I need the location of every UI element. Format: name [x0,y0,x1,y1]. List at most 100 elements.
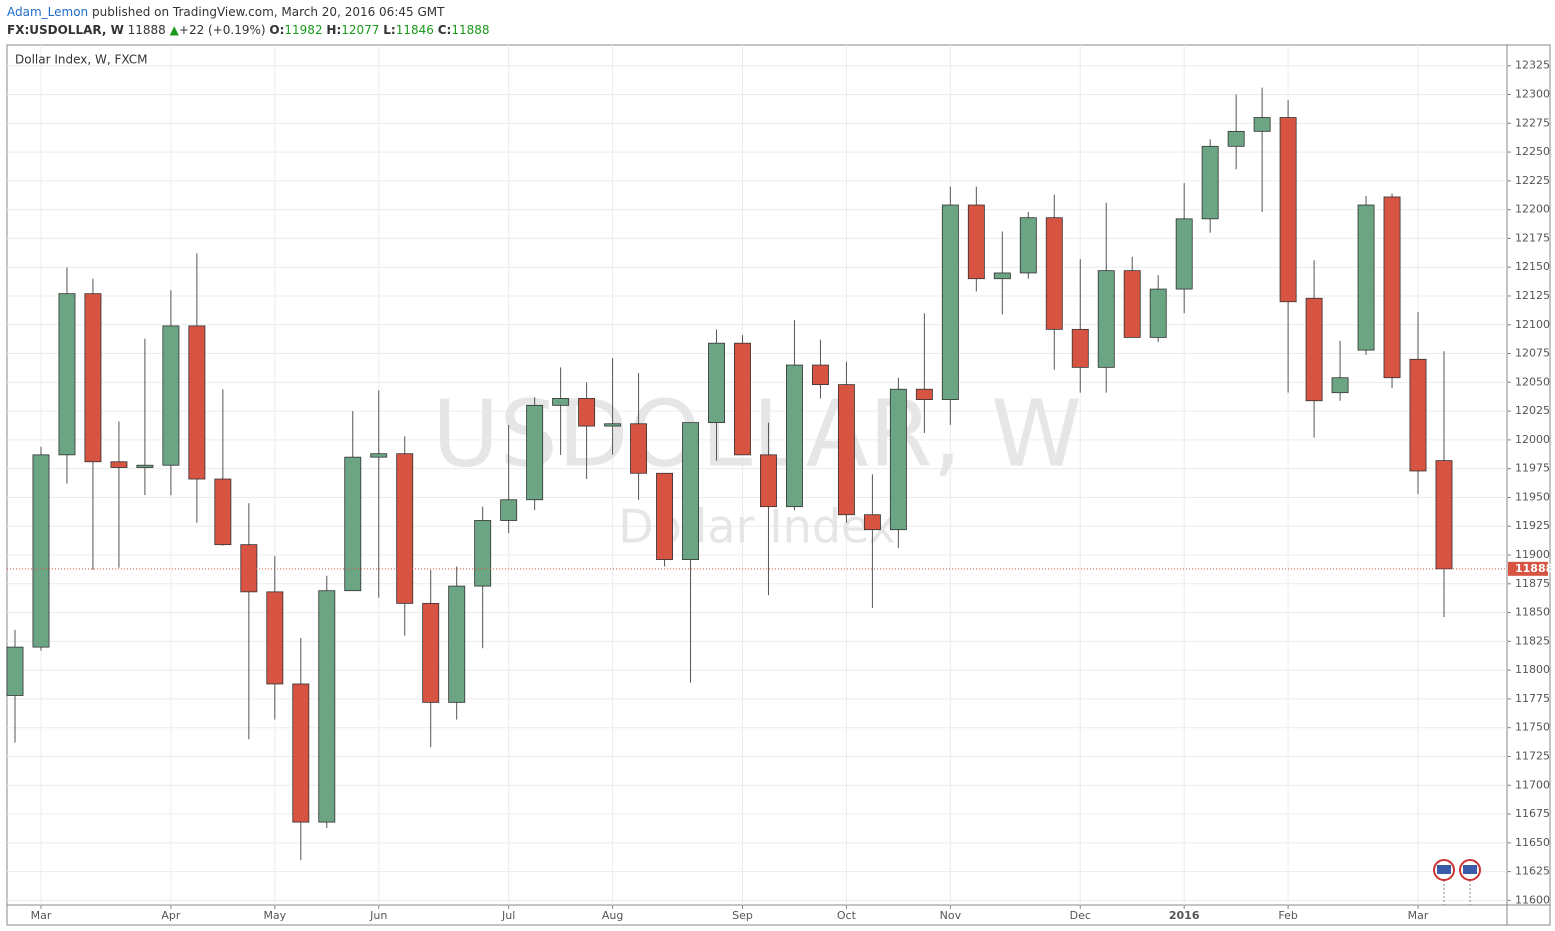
candle-body [448,585,466,703]
y-tick-label: 12275 [1515,116,1550,129]
candle-body [526,404,544,501]
candle-body [837,384,855,516]
candle-body [474,520,492,587]
y-tick-label: 12000 [1515,433,1550,446]
candle-body [1097,270,1115,368]
x-tick-label: Jul [501,909,515,922]
y-tick-label: 11825 [1515,634,1550,647]
h-value: 12077 [341,23,380,37]
candle-body [6,646,24,696]
y-tick-label: 12300 [1515,88,1550,101]
y-tick-label: 11950 [1515,490,1550,503]
candle-body [110,461,128,468]
candle-body [32,454,50,648]
o-label: O: [269,23,285,37]
candle-body [1019,217,1037,274]
flag-field [1437,865,1451,874]
y-tick-label: 12025 [1515,404,1550,417]
y-tick-label: 11975 [1515,462,1550,475]
y-tick-label: 12125 [1515,289,1550,302]
x-tick-label: May [263,909,286,922]
candle-body [1331,377,1349,394]
candle-body [760,454,777,508]
candle-body [1279,117,1297,303]
candle-body [58,293,76,456]
candle-body [500,499,518,521]
y-tick-label: 11775 [1515,692,1550,705]
candle-body [1201,145,1219,220]
candle-body [188,325,206,480]
candle-body [967,204,985,280]
y-tick-label: 11725 [1515,749,1550,762]
symbol: FX:USDOLLAR, W [7,23,124,37]
candle-body [84,293,102,463]
quote-line: FX:USDOLLAR, W 11888 ▲+22 (+0.19%) O:119… [7,21,490,39]
candle-body [1383,196,1401,379]
y-tick-label: 12250 [1515,145,1550,158]
x-tick-label: Feb [1278,909,1297,922]
y-tick-label: 11850 [1515,606,1550,619]
candle-body [786,364,803,508]
y-tick-label: 11675 [1515,807,1550,820]
candle-body [370,453,388,458]
c-label: C: [437,23,452,37]
candle-body [578,398,596,427]
header: Adam_Lemon published on TradingView.com,… [7,3,490,39]
y-tick-label: 12050 [1515,375,1550,388]
x-tick-label: Aug [602,909,623,922]
last-price: 11888 [127,23,166,37]
change: +22 (+0.19%) [178,23,266,37]
l-label: L: [383,23,396,37]
candle-body [1435,460,1453,570]
candle-body [1149,288,1167,338]
x-tick-label: Jun [369,909,387,922]
grid [7,45,1507,905]
x-tick-label: Mar [1408,909,1429,922]
candle-body [292,683,310,823]
y-tick-label: 12175 [1515,231,1550,244]
candle-body [863,514,881,531]
y-tick-label: 11900 [1515,548,1550,561]
candle-body [1409,358,1427,472]
candle-body [941,204,959,400]
candle-body [344,456,362,592]
y-tick-label: 12200 [1515,203,1550,216]
candle-body [1253,117,1271,132]
published-text: published on TradingView.com, March 20, … [91,5,445,19]
y-tick-label: 11800 [1515,663,1550,676]
candle-body [604,423,622,427]
candle-body [552,398,570,406]
candle-body [396,453,414,604]
candle-body [630,423,648,474]
candle-body [1123,270,1141,338]
x-tick-label: Sep [732,909,753,922]
y-tick-label: 11925 [1515,519,1550,532]
c-value: 11888 [451,23,490,37]
candle-body [318,590,336,823]
candle-body [214,478,232,546]
last-price-box [1508,561,1548,576]
candle-body [682,422,699,561]
event-flags[interactable] [1433,859,1481,905]
candle-body [162,325,180,466]
candle-body [889,388,907,531]
o-value: 11982 [284,23,323,37]
candle-body [266,591,284,685]
candle-body [1175,218,1193,290]
x-tick-label: Mar [31,909,52,922]
y-tick-label: 11600 [1515,893,1550,906]
y-tick-label: 11700 [1515,778,1550,791]
author-link[interactable]: Adam_Lemon [7,5,89,19]
chart-frame [6,44,1551,926]
candle-body [240,544,258,593]
candles [6,87,1453,861]
y-tick-label: 11650 [1515,836,1550,849]
candle-body [422,602,440,703]
chart-title: Dollar Index, W, FXCM [15,53,148,67]
y-tick-label: 11875 [1515,577,1550,590]
candle-body [1071,328,1089,368]
candle-body [136,464,154,468]
x-tick-label: Dec [1070,909,1091,922]
